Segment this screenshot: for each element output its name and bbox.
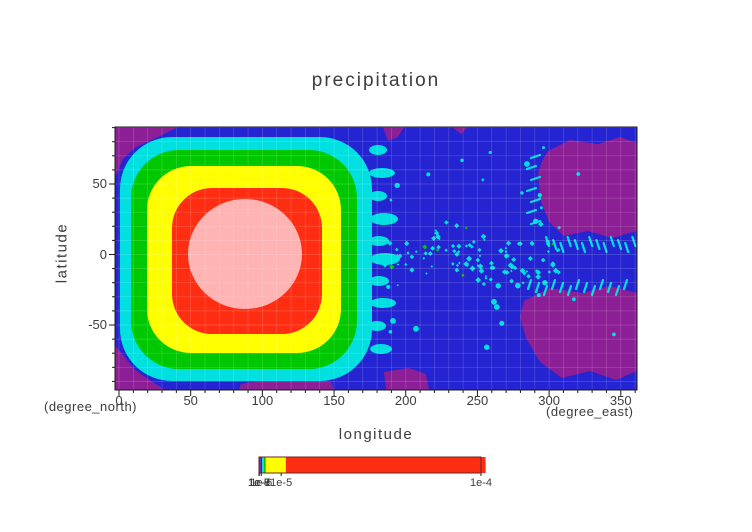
x-tick-label: 300 [538, 393, 560, 408]
y-tick-label: 0 [99, 246, 107, 262]
y-unit-label: (degree_north) [44, 399, 137, 414]
graticule-grid [115, 127, 637, 390]
chart-title: precipitation [311, 70, 441, 91]
colorbar-ticks [258, 473, 482, 476]
colorbar-tick-label: 1e-4 [469, 477, 493, 489]
x-tick-label: 0 [115, 393, 123, 408]
x-tick-label: 50 [183, 393, 198, 408]
speckle-layer [377, 146, 637, 350]
plot-frame [114, 126, 638, 391]
colorbar-tick-label: 1e-8 [248, 477, 271, 489]
contour-field [115, 127, 637, 390]
x-axis-label: longitude [338, 426, 414, 443]
colorbar-tick-label: 1e-7 [248, 477, 271, 489]
colorbar [258, 456, 486, 476]
x-tick-label: 150 [323, 393, 345, 408]
x-tick-label: 200 [394, 393, 417, 408]
y-tick-label: 50 [92, 176, 107, 191]
colorbar-tick-label: 1e-9 [247, 477, 271, 489]
x-unit-label: (degree_east) [546, 404, 634, 419]
colorbar-tick-label: 1e-6 [250, 477, 273, 489]
colorbar-frame [258, 456, 482, 474]
colorbar-segments [259, 457, 486, 473]
x-tick-label: 100 [251, 393, 274, 408]
axis-ticks [109, 127, 636, 396]
y-tick-label: -50 [88, 317, 107, 332]
x-tick-label: 250 [466, 393, 489, 408]
colorbar-tick-label: 1e-5 [270, 477, 293, 489]
x-tick-label: 350 [609, 393, 632, 408]
